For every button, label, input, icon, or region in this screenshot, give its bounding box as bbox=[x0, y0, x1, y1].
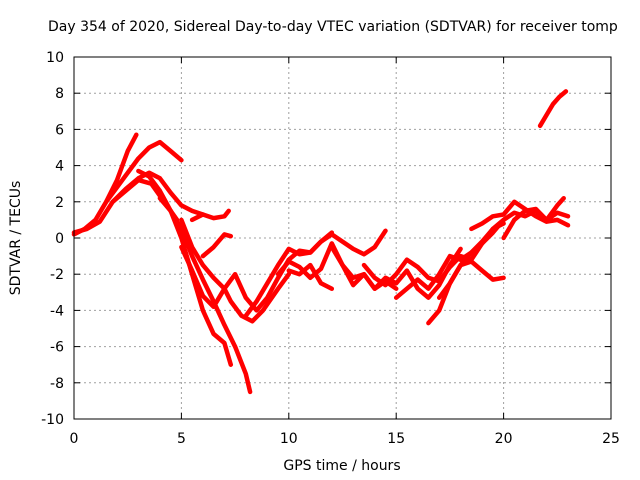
series-group bbox=[71, 89, 571, 395]
series-line-track-7 bbox=[179, 217, 292, 324]
y-tick-label: 0 bbox=[55, 231, 64, 247]
series-line-track-21 bbox=[537, 89, 569, 129]
series-line-track-13 bbox=[286, 262, 335, 291]
x-tick-label: 15 bbox=[387, 431, 405, 447]
series-line-track-9 bbox=[243, 228, 388, 319]
y-tick-label: -6 bbox=[50, 340, 64, 356]
axis-ticks: 0 5 10 15 20 25 -10 -8 -6 -4 -2 0 2 4 6 8 10 bbox=[41, 50, 620, 447]
y-tick-label: 10 bbox=[46, 50, 64, 66]
y-axis-label: SDTVAR / TECUs bbox=[8, 181, 24, 296]
x-axis-label: GPS time / hours bbox=[283, 458, 400, 474]
x-tick-label: 5 bbox=[177, 431, 186, 447]
chart-title: Day 354 of 2020, Sidereal Day-to-day VTE… bbox=[48, 19, 618, 35]
y-tick-label: 2 bbox=[55, 195, 64, 211]
grid bbox=[74, 57, 611, 419]
y-tick-label: 8 bbox=[55, 86, 64, 102]
series-line-track-6 bbox=[157, 195, 253, 395]
series-line-track-11 bbox=[200, 232, 234, 259]
x-tick-label: 0 bbox=[70, 431, 79, 447]
y-tick-label: -8 bbox=[50, 376, 64, 392]
series-line-track-4 bbox=[110, 170, 206, 217]
x-tick-label: 25 bbox=[602, 431, 620, 447]
series-line-track-5 bbox=[136, 168, 234, 367]
y-tick-label: -4 bbox=[50, 303, 64, 319]
y-tick-label: 6 bbox=[55, 122, 64, 138]
series-line-track-3 bbox=[103, 139, 184, 205]
series-line-track-19 bbox=[469, 199, 571, 232]
y-tick-label: 4 bbox=[55, 159, 64, 175]
x-tick-label: 20 bbox=[495, 431, 513, 447]
series-line-track-10 bbox=[189, 208, 231, 223]
plot-frame bbox=[73, 56, 612, 420]
series-line-track-1 bbox=[71, 132, 139, 237]
y-tick-label: -10 bbox=[41, 412, 64, 428]
series-line-track-14 bbox=[329, 244, 463, 300]
series-line-track-17 bbox=[426, 259, 506, 326]
series-line-track-20 bbox=[501, 195, 566, 241]
x-tick-label: 10 bbox=[280, 431, 298, 447]
y-tick-label: -2 bbox=[50, 267, 64, 283]
